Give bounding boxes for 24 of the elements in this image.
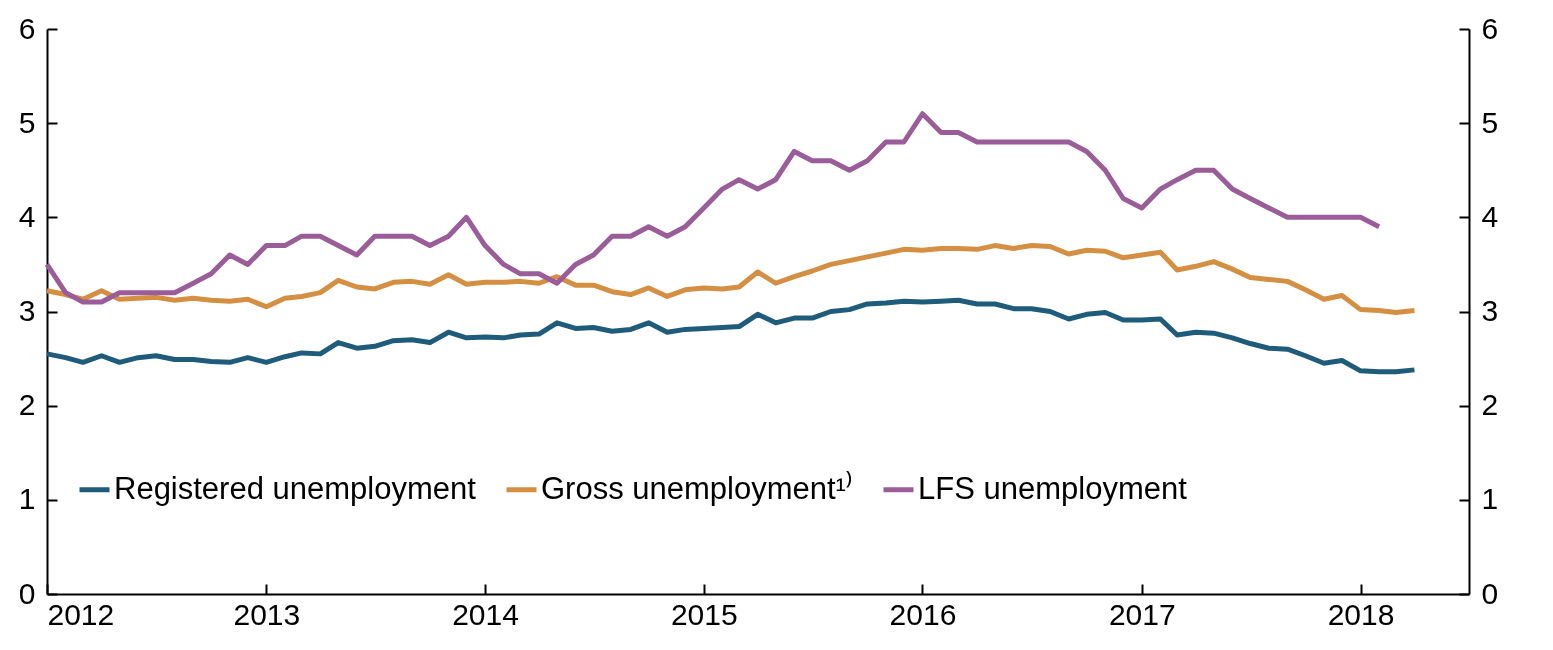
x-tick-label: 2015 (670, 597, 738, 631)
y-tick-label: 2 (18, 388, 36, 422)
x-tick-label: 2013 (233, 597, 301, 631)
y2-tick-label: 3 (1481, 294, 1499, 327)
x-tick-label: 2014 (452, 597, 519, 631)
y-tick-label: 3 (18, 294, 36, 327)
y2-tick-label: 6 (1481, 11, 1499, 45)
y-tick-label: 6 (18, 11, 36, 45)
x-tick-label: 2017 (1108, 597, 1176, 631)
y2-tick-label: 4 (1481, 199, 1499, 233)
x-tick-label: 2012 (47, 597, 115, 631)
y2-tick-label: 2 (1481, 388, 1499, 422)
y-tick-label: 0 (18, 576, 36, 610)
x-tick-label: 2016 (889, 597, 957, 631)
y2-tick-label: 1 (1481, 482, 1499, 516)
y2-tick-label: 0 (1481, 576, 1499, 610)
legend-label: LFS unemployment (918, 470, 1188, 506)
legend-label: Gross unemployment¹⁾ (541, 469, 853, 506)
y-tick-label: 4 (18, 199, 36, 233)
y-tick-label: 1 (18, 482, 36, 516)
legend-label: Registered unemployment (114, 470, 477, 506)
y2-tick-label: 5 (1481, 105, 1499, 139)
x-tick-label: 2018 (1327, 597, 1395, 631)
y-tick-label: 5 (18, 105, 36, 139)
